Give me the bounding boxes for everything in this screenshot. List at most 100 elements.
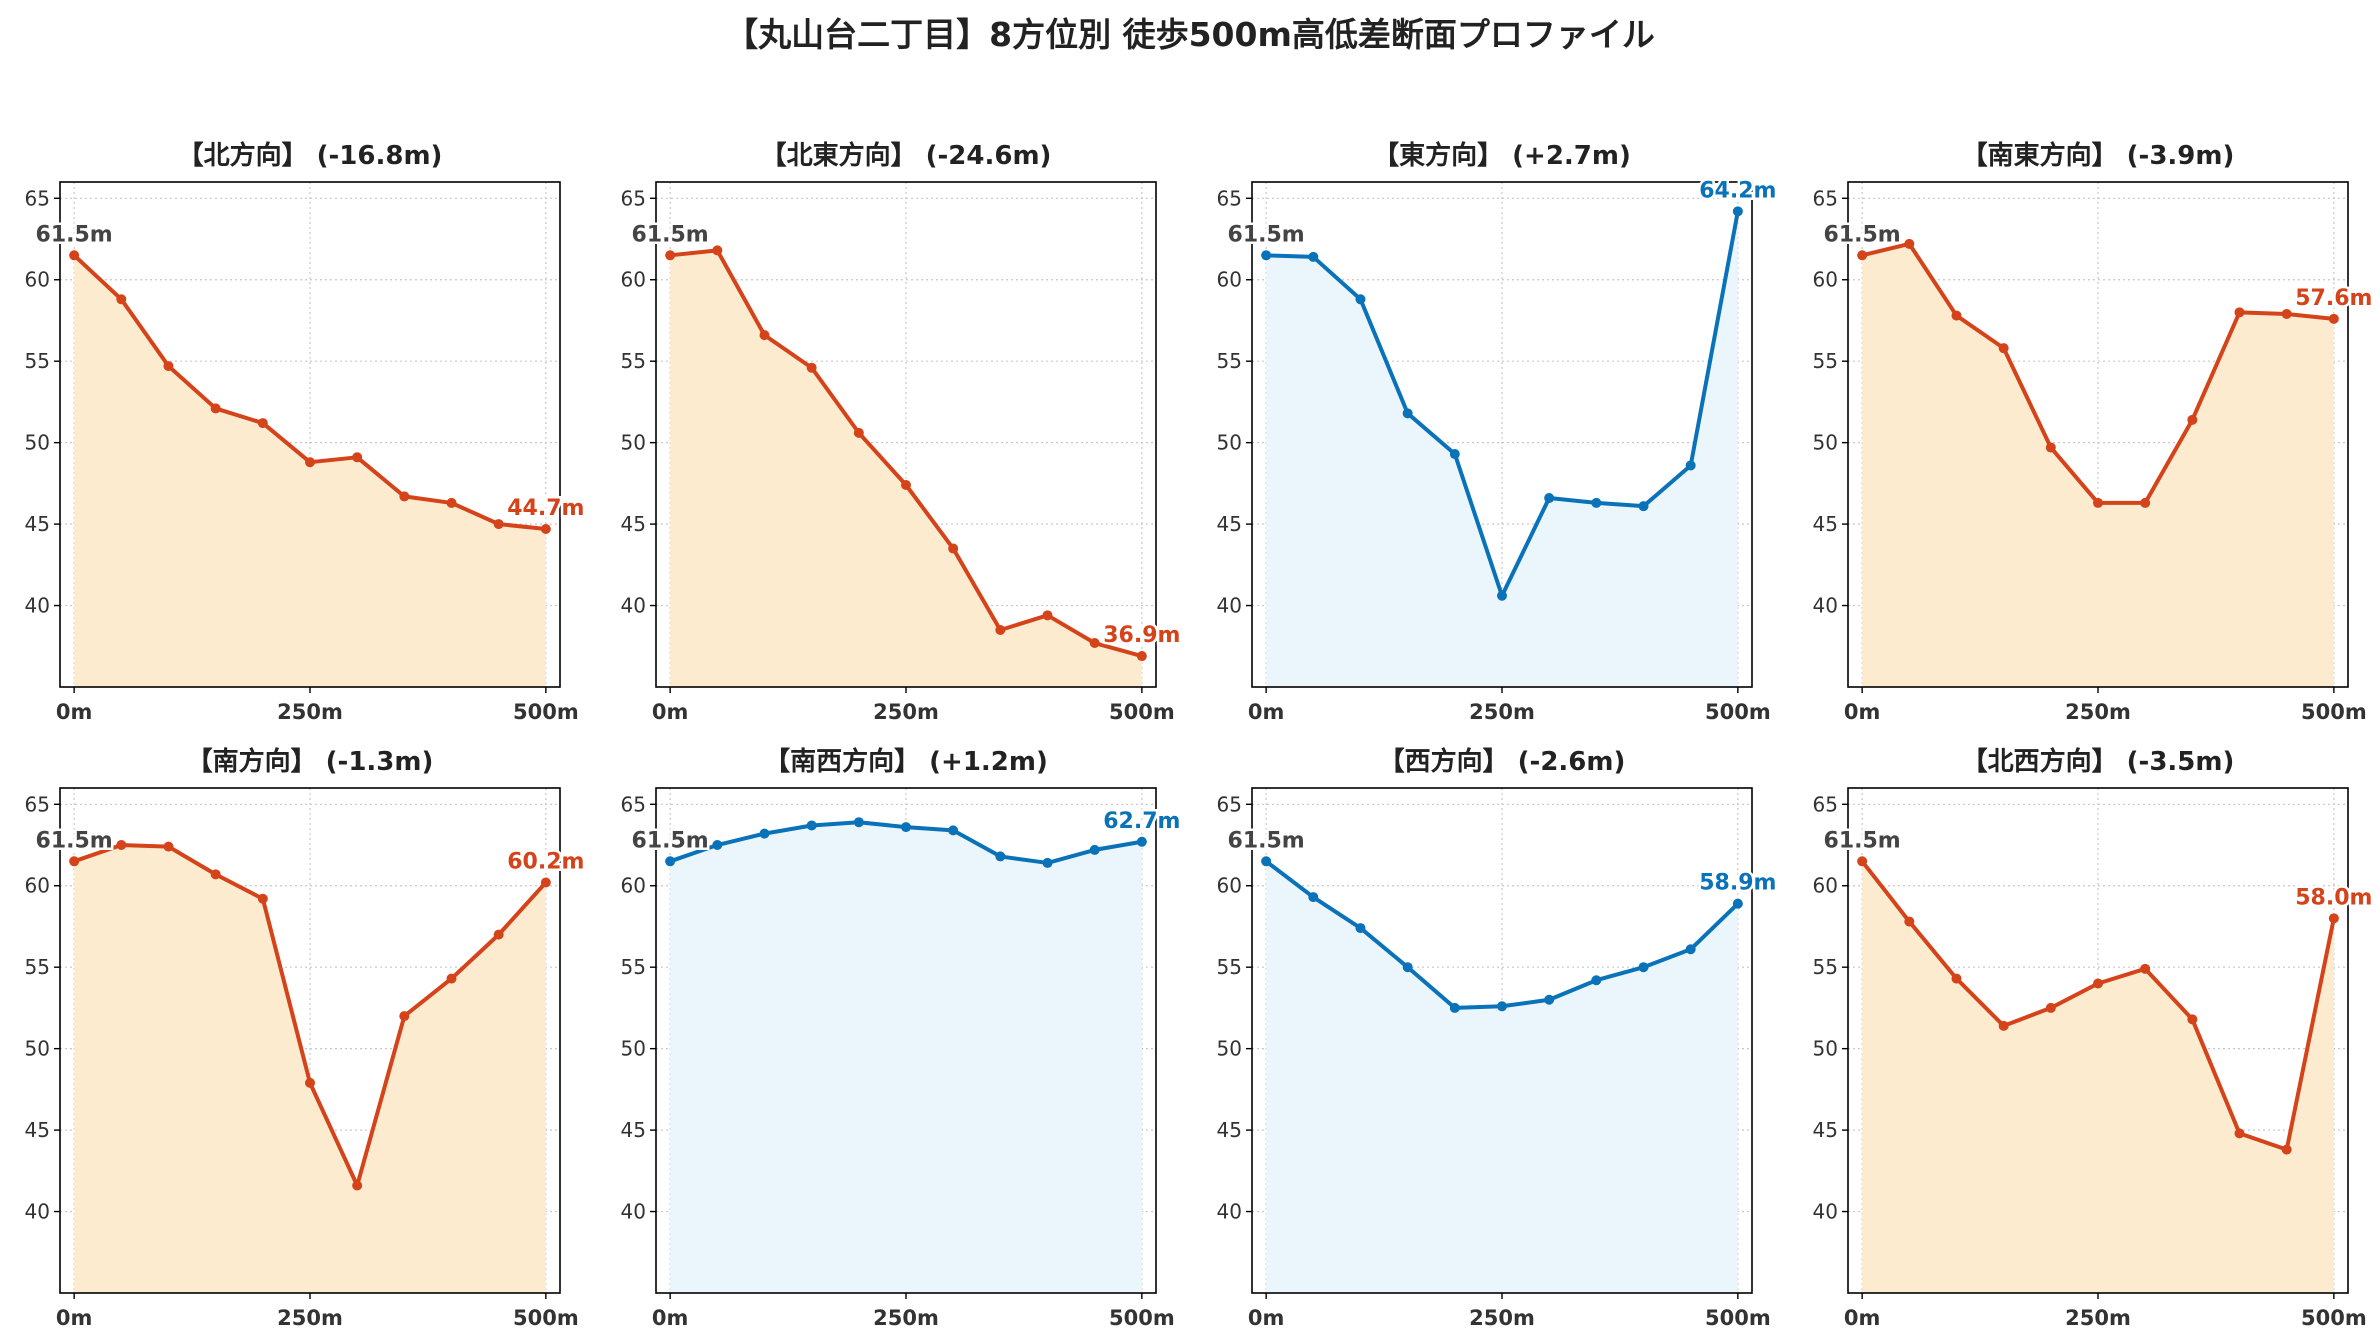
- y-tick-label: 60: [1813, 874, 1838, 898]
- data-point: [712, 840, 723, 851]
- y-tick-label: 60: [25, 268, 50, 292]
- data-point: [1136, 651, 1147, 662]
- data-point: [1638, 501, 1649, 512]
- data-point: [853, 427, 864, 438]
- y-tick-label: 55: [1813, 955, 1838, 979]
- data-point: [1449, 1002, 1460, 1013]
- data-point: [1355, 294, 1366, 305]
- data-point: [540, 523, 551, 534]
- y-tick-label: 45: [621, 1118, 646, 1142]
- data-point: [69, 856, 80, 867]
- data-point: [1857, 250, 1868, 261]
- data-point: [2281, 308, 2292, 319]
- data-point: [665, 250, 676, 261]
- data-point: [2328, 313, 2339, 324]
- chart-panel-6: 【南西方向】 (+1.2m) 40 45 50 55 60 65 0m 250m 500m 61.5…: [621, 746, 1183, 1330]
- end-elevation-label: 36.9m: [1103, 623, 1180, 648]
- elevation-area: [1862, 243, 2334, 687]
- data-point: [1402, 408, 1413, 419]
- data-point: [1951, 973, 1962, 984]
- data-point: [1732, 898, 1743, 909]
- data-point: [540, 877, 551, 888]
- y-tick-label: 60: [25, 874, 50, 898]
- x-tick-label: 0m: [56, 1306, 93, 1330]
- y-tick-label: 55: [25, 955, 50, 979]
- data-point: [1951, 310, 1962, 321]
- data-point: [1261, 250, 1272, 261]
- x-tick-label: 500m: [513, 1306, 579, 1330]
- y-tick-label: 55: [1217, 349, 1242, 373]
- y-tick-label: 65: [621, 792, 646, 816]
- y-tick-label: 65: [25, 792, 50, 816]
- data-point: [1732, 206, 1743, 217]
- data-point: [1042, 857, 1053, 868]
- data-point: [1355, 923, 1366, 934]
- data-point: [665, 856, 676, 867]
- data-point: [2281, 1144, 2292, 1155]
- chart-panel-4: 【南東方向】 (-3.9m) 40 45 50 55 60 65 0m 250m 500m 61.5…: [1813, 140, 2375, 724]
- data-point: [210, 403, 221, 414]
- y-tick-label: 40: [621, 1200, 646, 1224]
- data-point: [1904, 238, 1915, 249]
- y-tick-label: 40: [1813, 1200, 1838, 1224]
- y-tick-label: 60: [621, 268, 646, 292]
- x-tick-label: 500m: [1109, 1306, 1175, 1330]
- figure-title: 【丸山台二丁目】8方位別 徒歩500m高低差断面プロファイル: [725, 15, 1655, 54]
- y-tick-label: 60: [1813, 268, 1838, 292]
- x-tick-label: 250m: [2065, 1306, 2131, 1330]
- end-elevation-label: 60.2m: [507, 849, 584, 874]
- data-point: [1308, 251, 1319, 262]
- data-point: [2187, 414, 2198, 425]
- data-point: [1449, 449, 1460, 460]
- y-tick-label: 60: [1217, 268, 1242, 292]
- data-point: [1042, 610, 1053, 621]
- data-point: [1638, 962, 1649, 973]
- data-point: [1089, 638, 1100, 649]
- data-point: [1904, 916, 1915, 927]
- y-tick-label: 45: [25, 512, 50, 536]
- y-tick-label: 55: [25, 349, 50, 373]
- x-tick-label: 250m: [277, 700, 343, 724]
- end-elevation-label: 44.7m: [507, 496, 584, 521]
- y-tick-label: 60: [1217, 874, 1242, 898]
- data-point: [901, 822, 911, 833]
- y-tick-label: 45: [1813, 512, 1838, 536]
- data-point: [210, 869, 221, 880]
- data-point: [2234, 1128, 2245, 1139]
- y-tick-label: 55: [1217, 955, 1242, 979]
- y-tick-label: 65: [1217, 792, 1242, 816]
- x-tick-label: 0m: [652, 700, 689, 724]
- x-tick-label: 250m: [2065, 700, 2131, 724]
- data-point: [2140, 963, 2151, 974]
- data-point: [305, 1077, 315, 1088]
- data-point: [853, 817, 864, 828]
- elevation-area: [670, 822, 1142, 1293]
- y-tick-label: 55: [621, 955, 646, 979]
- x-tick-label: 0m: [1248, 1306, 1285, 1330]
- chart-panel-3: 【東方向】 (+2.7m) 40 45 50 55 60 65 0m 250m 500m 61.5m…: [1217, 140, 1779, 724]
- data-point: [759, 828, 770, 839]
- y-tick-label: 50: [25, 431, 50, 455]
- data-point: [1685, 460, 1696, 471]
- y-tick-label: 65: [1813, 186, 1838, 210]
- start-elevation-label: 61.5m: [36, 828, 113, 853]
- data-point: [69, 250, 80, 261]
- data-point: [493, 519, 504, 530]
- chart-panel-5: 【南方向】 (-1.3m) 40 45 50 55 60 65 0m 250m 500m 61.5m…: [25, 746, 587, 1330]
- data-point: [446, 497, 457, 508]
- data-point: [163, 841, 174, 852]
- data-point: [446, 973, 457, 984]
- elevation-area: [1862, 861, 2334, 1293]
- y-tick-label: 45: [1217, 1118, 1242, 1142]
- data-point: [116, 840, 127, 851]
- end-elevation-label: 64.2m: [1699, 178, 1776, 203]
- chart-title: 【西方向】 (-2.6m): [1379, 746, 1626, 777]
- y-tick-label: 45: [1217, 512, 1242, 536]
- y-tick-label: 45: [1813, 1118, 1838, 1142]
- end-elevation-label: 58.9m: [1699, 871, 1776, 896]
- data-point: [399, 1011, 410, 1022]
- y-tick-label: 40: [621, 594, 646, 618]
- data-point: [116, 294, 127, 305]
- x-tick-label: 500m: [2301, 1306, 2367, 1330]
